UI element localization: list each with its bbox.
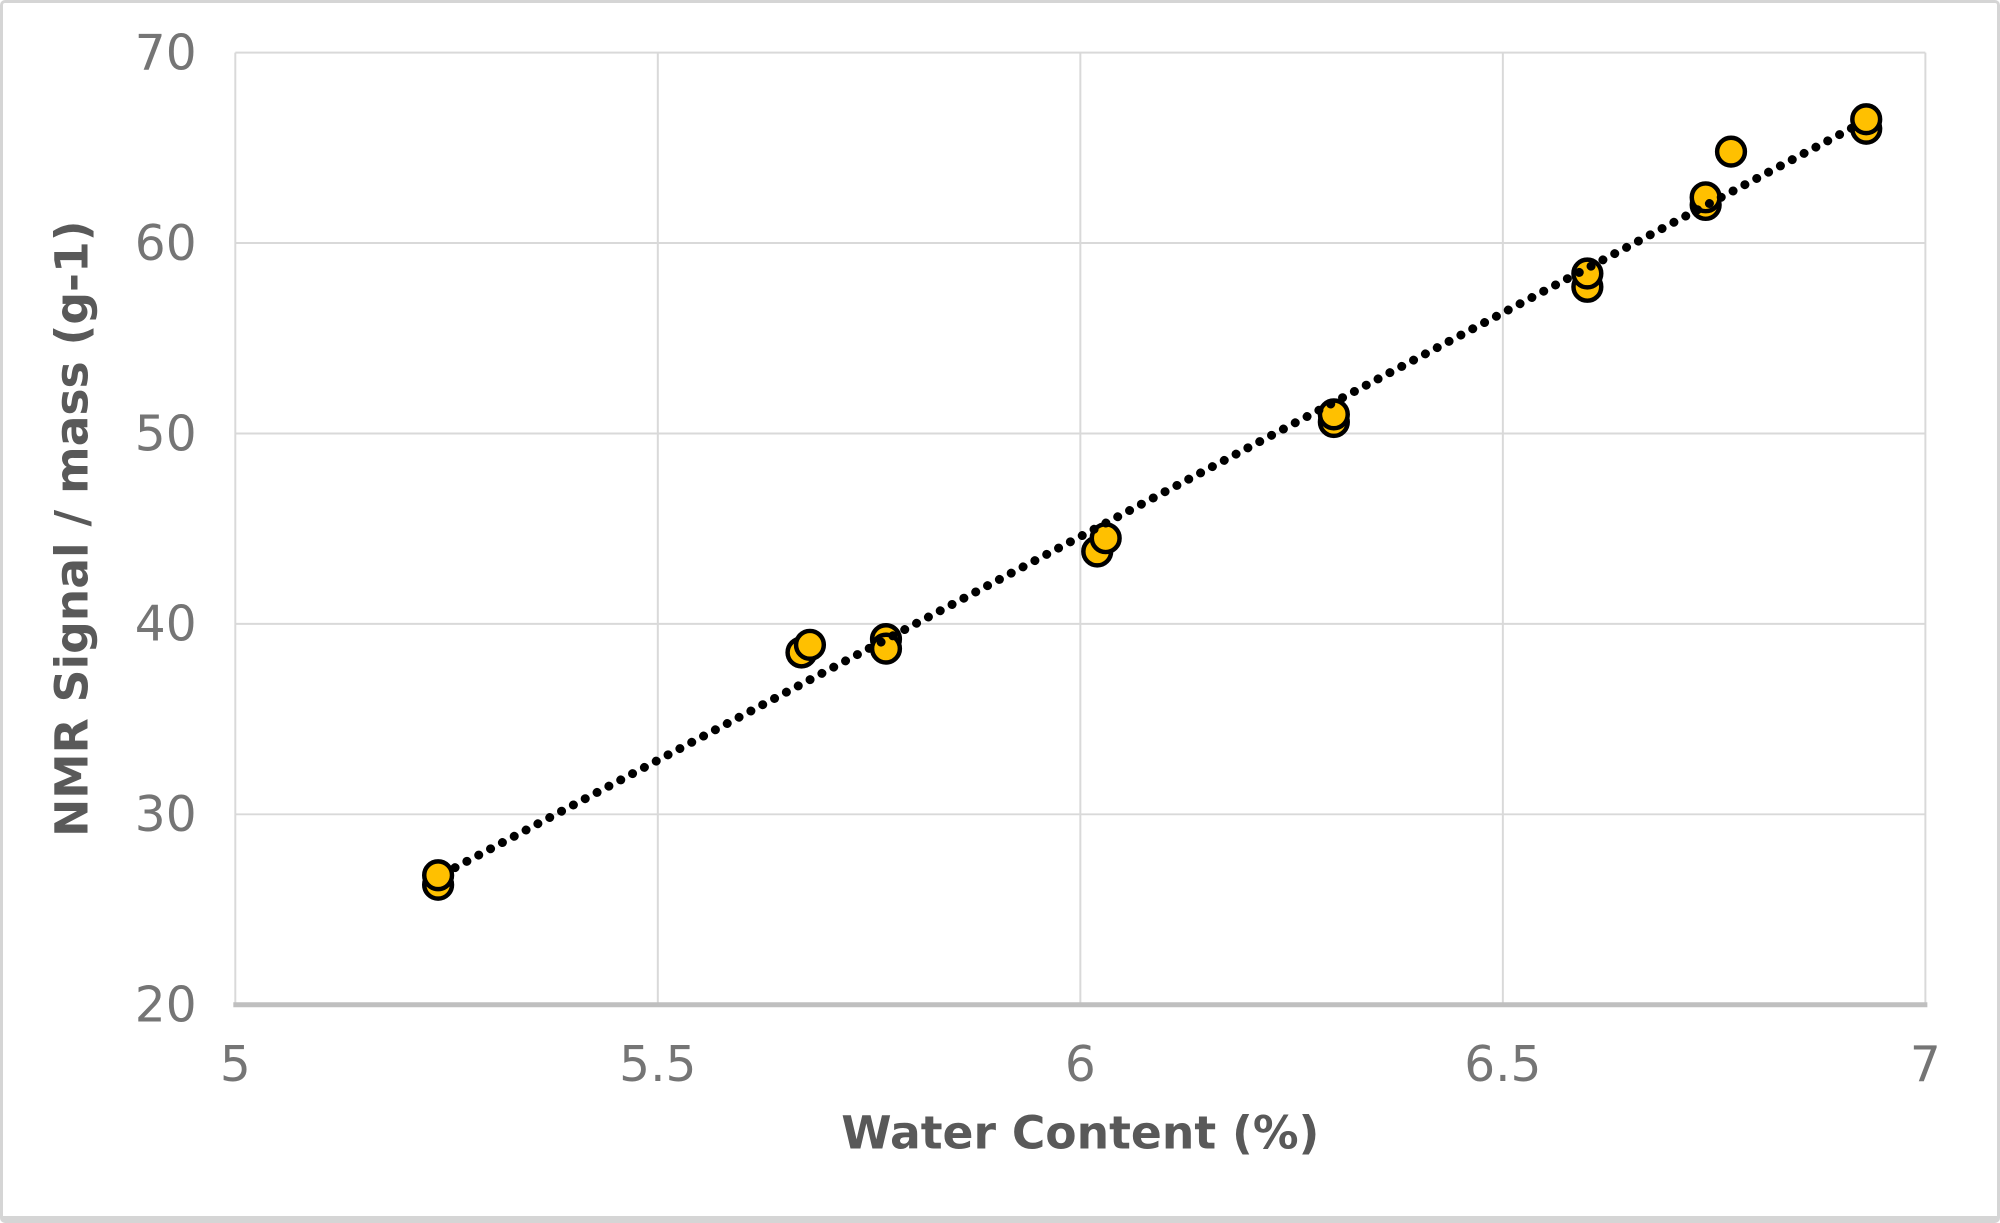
trendline-line	[450, 120, 1863, 873]
y-tick-label-50: 50	[135, 406, 197, 462]
x-tick-label-5.5: 5.5	[619, 1037, 696, 1093]
data-point	[1714, 135, 1748, 168]
y-tick-label-60: 60	[135, 216, 197, 272]
y-axis-title: NMR Signal / mass (g-1)	[46, 220, 99, 836]
tick-labels: 5 5.5 6 6.5 7 20 30 40 50 60 70	[135, 25, 1941, 1093]
x-tick-label-6.5: 6.5	[1464, 1037, 1541, 1093]
x-tick-label-6: 6	[1065, 1037, 1096, 1093]
data-point	[1850, 103, 1883, 136]
x-tick-label-5: 5	[220, 1037, 251, 1093]
data-point	[793, 628, 827, 661]
x-tick-label-7: 7	[1910, 1037, 1941, 1093]
y-tick-label-70: 70	[135, 25, 197, 81]
x-axis-title: Water Content (%)	[841, 1107, 1319, 1160]
trendline	[450, 120, 1863, 873]
data-point	[421, 859, 455, 892]
y-tick-label-40: 40	[135, 597, 197, 653]
y-tick-label-30: 30	[135, 787, 197, 843]
y-tick-label-20: 20	[135, 978, 197, 1034]
gridlines	[234, 51, 1927, 1005]
